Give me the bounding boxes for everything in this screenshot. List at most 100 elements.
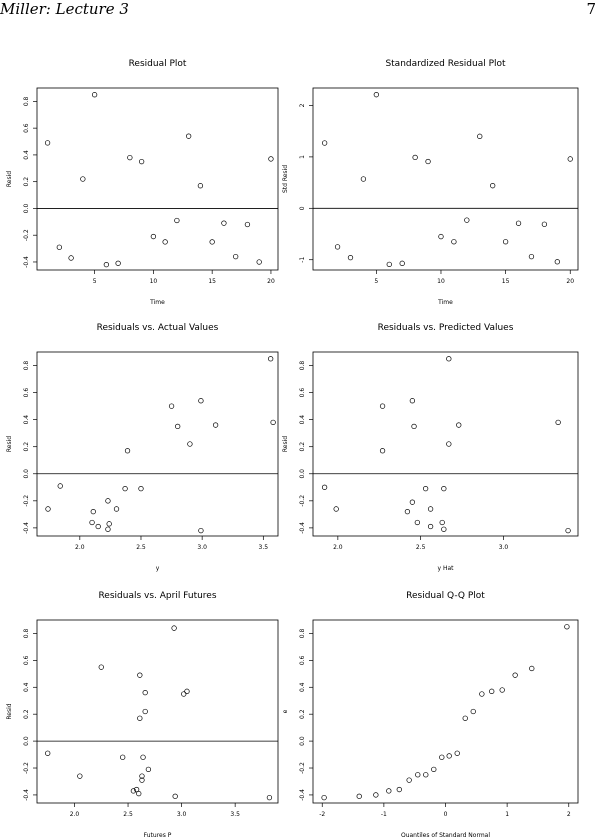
x-axis-label: Futures P — [144, 832, 172, 837]
point — [175, 423, 181, 430]
x-tick-label: 3.0 — [197, 544, 207, 551]
point — [45, 750, 51, 756]
point — [373, 792, 379, 798]
point — [103, 261, 110, 268]
point — [399, 260, 405, 266]
point — [386, 261, 392, 267]
point — [422, 485, 429, 492]
point — [567, 156, 573, 162]
x-tick-label: 3.0 — [499, 544, 509, 551]
point — [451, 239, 457, 245]
x-tick-label: 15 — [502, 278, 510, 285]
y-tick-label: 0.8 — [23, 629, 30, 639]
point — [137, 715, 143, 721]
x-tick-label: 1 — [505, 811, 509, 818]
point — [409, 398, 416, 404]
point — [89, 519, 95, 526]
x-tick-label: 2.5 — [123, 811, 133, 818]
y-tick-label: 0.2 — [23, 177, 30, 187]
point — [162, 239, 168, 245]
point — [415, 772, 421, 778]
plot-frame — [36, 87, 279, 271]
point — [441, 526, 447, 532]
y-tick-label: 0.8 — [299, 361, 306, 371]
point — [113, 506, 120, 512]
point — [209, 239, 215, 245]
point — [187, 441, 193, 447]
point — [120, 754, 126, 760]
y-axis-label: e — [282, 709, 289, 713]
point — [379, 403, 386, 409]
point — [441, 485, 447, 492]
point — [130, 788, 137, 794]
point — [321, 794, 327, 801]
chart-title: Residual Q-Q Plot — [406, 591, 485, 601]
point — [105, 498, 111, 504]
y-axis-label: Resid — [6, 171, 13, 187]
x-tick-label: 10 — [150, 278, 158, 285]
point — [412, 154, 418, 161]
point — [105, 526, 111, 532]
point — [77, 773, 83, 779]
x-tick-label: 15 — [208, 278, 216, 285]
x-tick-label: 2 — [567, 811, 571, 818]
x-tick-label: 20 — [566, 278, 574, 285]
y-tick-label: 0.8 — [23, 361, 30, 371]
point — [138, 485, 144, 492]
point — [565, 527, 571, 534]
x-tick-label: -2 — [319, 811, 325, 818]
plot-frame — [36, 619, 279, 804]
x-tick-label: 3.5 — [259, 544, 269, 551]
point — [139, 773, 145, 779]
point — [321, 140, 328, 146]
x-tick-label: 2.0 — [75, 544, 85, 551]
point — [256, 259, 262, 265]
y-tick-label: 0.4 — [299, 682, 306, 692]
point — [80, 176, 86, 182]
point — [197, 183, 204, 189]
point — [446, 356, 452, 362]
y-tick-label: 0.2 — [299, 709, 306, 719]
point — [490, 183, 496, 189]
x-tick-label: 3.5 — [230, 811, 240, 818]
chart-title: Residual Plot — [129, 59, 187, 69]
point — [456, 422, 462, 428]
point — [171, 625, 177, 631]
y-tick-label: 0.6 — [23, 655, 30, 665]
plot-frame — [312, 87, 579, 271]
point — [427, 523, 434, 530]
y-tick-label: -0.2 — [23, 495, 30, 507]
y-tick-label: -0.2 — [23, 762, 30, 774]
point — [244, 221, 251, 228]
point — [541, 221, 548, 227]
point — [45, 506, 51, 512]
chart-title: Residuals vs. Actual Values — [97, 323, 219, 333]
point — [184, 688, 190, 694]
chart-title: Residuals vs. Predicted Values — [378, 323, 514, 333]
point — [172, 793, 178, 799]
y-tick-label: -0.2 — [23, 229, 30, 241]
point — [198, 527, 204, 534]
point — [427, 506, 434, 512]
y-axis-label: Resid — [282, 436, 289, 452]
point — [186, 133, 192, 139]
x-axis-label: Time — [149, 299, 165, 306]
y-tick-label: 0.6 — [299, 655, 306, 665]
x-tick-label: 2.0 — [70, 811, 80, 818]
point — [528, 253, 535, 260]
plot-frame — [312, 619, 579, 804]
y-tick-label: -0.4 — [299, 789, 306, 801]
point — [502, 239, 509, 245]
y-tick-label: 0.6 — [23, 123, 30, 133]
point — [439, 754, 445, 760]
point — [44, 140, 51, 146]
x-tick-label: 2.5 — [136, 544, 146, 551]
point — [145, 766, 152, 773]
y-tick-label: 0.0 — [23, 469, 30, 479]
y-axis-label: Resid — [6, 703, 13, 719]
point — [411, 423, 417, 430]
point — [138, 158, 145, 165]
point — [122, 485, 128, 492]
point — [68, 255, 74, 261]
